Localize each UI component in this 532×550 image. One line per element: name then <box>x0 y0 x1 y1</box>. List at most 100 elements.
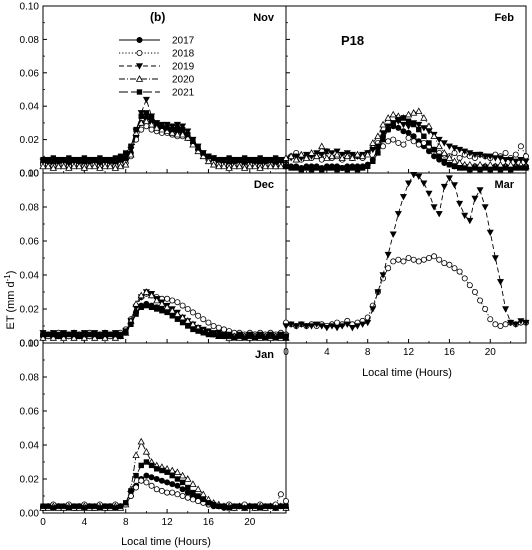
data-point <box>272 155 279 161</box>
data-point <box>153 124 161 131</box>
data-point <box>221 503 227 509</box>
data-point <box>302 154 311 161</box>
data-point <box>71 331 77 338</box>
data-point <box>189 496 196 503</box>
data-point <box>226 155 232 161</box>
data-point <box>178 130 187 138</box>
data-point <box>159 467 165 474</box>
data-point <box>173 468 182 476</box>
data-point <box>185 323 191 329</box>
data-point <box>431 153 438 160</box>
y-axis-title: ET (mm d-1) <box>3 271 17 330</box>
data-point <box>313 321 321 328</box>
data-point <box>138 126 145 133</box>
data-point <box>97 155 103 161</box>
data-point <box>60 334 68 341</box>
y-tick-label: 0.04 <box>20 271 40 282</box>
data-point <box>425 190 433 198</box>
data-point <box>70 162 78 170</box>
series-2020 <box>282 107 530 170</box>
y-tick-label: 0.02 <box>20 135 40 146</box>
data-point <box>76 156 82 163</box>
data-point <box>107 503 113 509</box>
data-point <box>148 462 155 469</box>
data-point <box>451 145 459 152</box>
data-point <box>395 116 402 123</box>
data-point <box>133 311 139 317</box>
data-point <box>179 479 186 486</box>
data-point <box>471 288 478 295</box>
data-point <box>49 334 58 341</box>
data-point <box>241 505 248 511</box>
data-point <box>374 289 382 296</box>
data-point <box>210 322 217 329</box>
data-point <box>405 180 413 187</box>
y-tick-label: 0.00 <box>20 509 40 520</box>
data-point <box>158 487 165 494</box>
data-point <box>133 126 139 133</box>
data-point <box>178 471 187 479</box>
data-point <box>133 484 140 491</box>
data-point <box>399 194 407 201</box>
data-point <box>216 156 222 163</box>
data-point <box>148 304 155 310</box>
data-point <box>297 321 305 328</box>
data-point <box>204 157 213 165</box>
data-point <box>163 121 171 129</box>
data-point <box>456 268 463 275</box>
data-point <box>231 503 237 509</box>
data-point <box>262 503 269 509</box>
data-point <box>210 155 217 161</box>
data-point <box>252 156 258 163</box>
data-point <box>272 505 279 511</box>
data-point <box>333 150 341 158</box>
data-point <box>220 326 227 333</box>
data-point <box>415 173 423 181</box>
data-point <box>226 333 232 339</box>
data-point <box>425 128 433 135</box>
data-point <box>303 165 310 171</box>
data-point <box>399 121 407 129</box>
data-point <box>169 472 175 479</box>
data-point <box>247 156 253 163</box>
data-point <box>374 143 382 150</box>
data-point <box>112 155 119 161</box>
y-tick-label: 0.02 <box>20 475 40 486</box>
data-point <box>446 161 453 168</box>
data-point <box>85 162 94 170</box>
data-point <box>158 477 165 484</box>
data-point <box>318 142 326 150</box>
data-point <box>70 334 78 341</box>
data-point <box>283 503 289 509</box>
data-point <box>385 138 392 145</box>
data-point <box>40 156 46 163</box>
data-point <box>282 498 289 505</box>
data-point <box>209 160 218 168</box>
data-point <box>365 163 371 170</box>
series-line-2018 <box>285 255 526 327</box>
data-point <box>164 469 170 475</box>
data-point <box>179 486 186 493</box>
data-point <box>210 501 217 508</box>
y-tick-label: 0.08 <box>20 203 40 214</box>
data-point <box>173 130 182 138</box>
data-point <box>445 143 453 150</box>
y-tick-label: 0.10 <box>20 339 40 350</box>
data-point <box>461 275 468 282</box>
legend-marker <box>136 50 143 57</box>
data-point <box>153 475 160 482</box>
data-point <box>247 333 253 339</box>
data-point <box>154 306 160 312</box>
data-point <box>390 136 397 143</box>
data-point <box>461 212 469 220</box>
data-point <box>257 505 263 511</box>
data-point <box>86 156 93 163</box>
data-point <box>384 123 392 130</box>
month-label: Mar <box>494 179 514 191</box>
data-point <box>359 165 366 171</box>
data-point <box>288 165 294 171</box>
data-point <box>339 165 345 171</box>
data-point <box>91 162 99 170</box>
panel-frame <box>42 172 287 344</box>
